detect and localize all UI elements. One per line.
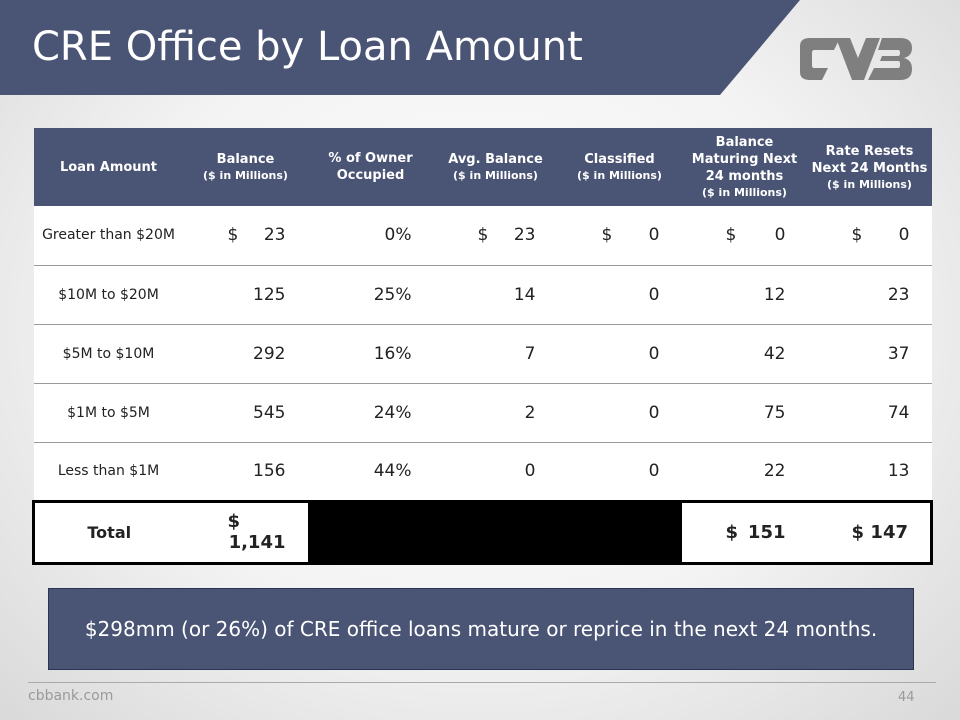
resets-cell: 23 [807, 265, 932, 325]
title-banner [0, 0, 800, 95]
balance-cell: 156 [183, 442, 308, 502]
blackout-cell [433, 499, 558, 565]
table-row: Less than $1M 156 44% 0 0 22 13 [33, 442, 932, 502]
blackout-cell [557, 499, 682, 565]
avg-balance-cell: 0 [433, 442, 558, 502]
maturing-cell: 12 [681, 265, 808, 325]
total-row: Total $1,141 $151 $147 [32, 499, 933, 565]
total-balance-cell: $1,141 [183, 499, 308, 565]
total-resets-cell: $147 [807, 499, 933, 565]
row-label: Less than $1M [33, 442, 184, 502]
avg-balance-cell: $23 [433, 206, 558, 266]
classified-cell: 0 [557, 324, 682, 384]
owner-occupied-cell: 24% [307, 383, 434, 443]
summary-callout: $298mm (or 26%) of CRE office loans matu… [48, 588, 914, 670]
owner-occupied-cell: 16% [307, 324, 434, 384]
owner-occupied-cell: 0% [307, 206, 434, 266]
cvb-logo-icon [800, 38, 912, 80]
row-label: $1M to $5M [33, 383, 184, 443]
row-label: $10M to $20M [33, 265, 184, 325]
maturing-cell: 42 [681, 324, 808, 384]
callout-text: $298mm (or 26%) of CRE office loans matu… [84, 616, 878, 641]
header-owner-occupied: % of Owner Occupied [307, 128, 434, 206]
header-balance: Balance ($ in Millions) [183, 128, 308, 206]
page-number: 44 [898, 690, 915, 705]
avg-balance-cell: 14 [433, 265, 558, 325]
resets-cell: 74 [807, 383, 932, 443]
balance-cell: 545 [183, 383, 308, 443]
total-label: Total [32, 499, 184, 565]
balance-cell: 292 [183, 324, 308, 384]
table-header-row: Loan Amount Balance ($ in Millions) % of … [33, 128, 932, 206]
header-classified: Classified ($ in Millions) [557, 128, 682, 206]
classified-cell: 0 [557, 265, 682, 325]
maturing-cell: $0 [681, 206, 808, 266]
footer-website: cbbank.com [28, 688, 114, 704]
header-rate-resets: Rate Resets Next 24 Months ($ in Millions… [807, 128, 932, 206]
classified-cell: 0 [557, 383, 682, 443]
balance-cell: $23 [183, 206, 308, 266]
maturing-cell: 75 [681, 383, 808, 443]
header-balance-maturing: Balance Maturing Next 24 months ($ in Mil… [681, 128, 808, 206]
avg-balance-cell: 7 [433, 324, 558, 384]
balance-cell: 125 [183, 265, 308, 325]
owner-occupied-cell: 25% [307, 265, 434, 325]
table-row: Greater than $20M $23 0% $23 $0 $0 $0 [33, 206, 932, 266]
blackout-cell [307, 499, 434, 565]
total-maturing-cell: $151 [681, 499, 808, 565]
row-label: $5M to $10M [33, 324, 184, 384]
table-row: $1M to $5M 545 24% 2 0 75 74 [33, 383, 932, 443]
table-row: $10M to $20M 125 25% 14 0 12 23 [33, 265, 932, 325]
row-label: Greater than $20M [33, 206, 184, 266]
owner-occupied-cell: 44% [307, 442, 434, 502]
resets-cell: 13 [807, 442, 932, 502]
maturing-cell: 22 [681, 442, 808, 502]
footer-divider [28, 682, 936, 683]
resets-cell: 37 [807, 324, 932, 384]
resets-cell: $0 [807, 206, 932, 266]
header-loan-amount: Loan Amount [33, 128, 184, 206]
classified-cell: $0 [557, 206, 682, 266]
table-row: $5M to $10M 292 16% 7 0 42 37 [33, 324, 932, 384]
avg-balance-cell: 2 [433, 383, 558, 443]
loan-amount-table: Loan Amount Balance ($ in Millions) % of … [32, 128, 933, 565]
header-avg-balance: Avg. Balance ($ in Millions) [433, 128, 558, 206]
classified-cell: 0 [557, 442, 682, 502]
slide-title: CRE Office by Loan Amount [32, 24, 583, 70]
